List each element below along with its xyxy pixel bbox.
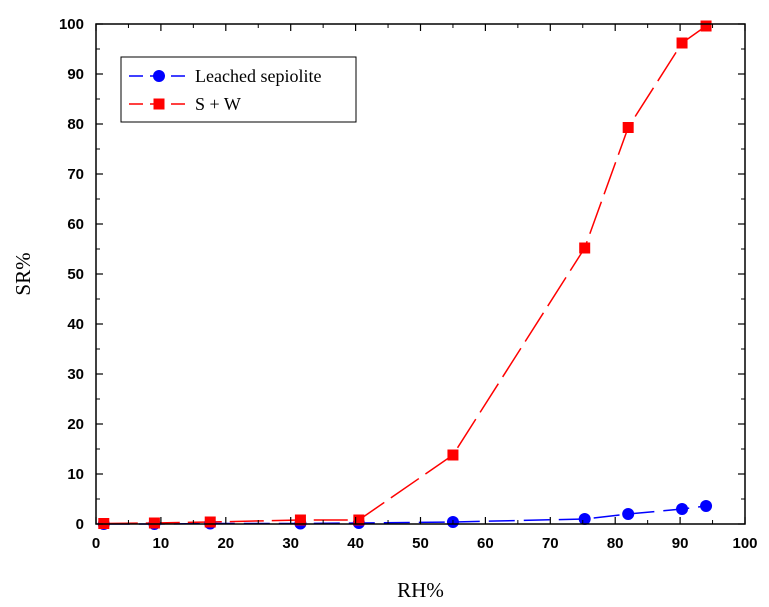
series-layer [97,20,713,530]
x-tick-label: 40 [347,535,364,552]
x-tick-label: 70 [542,535,559,552]
y-axis-title: SR% [11,252,35,295]
legend-marker [153,70,165,82]
axis-ticks: 0 10 20 30 40 50 60 70 80 90 100 0 10 20 30 40 50 60 70 80 9… [59,16,758,552]
y-tick-label: 40 [67,316,84,333]
x-tick-label: 80 [607,535,624,552]
y-tick-label: 80 [67,116,84,133]
series-2-point [579,242,591,254]
y-tick-label: 60 [67,216,84,233]
legend-label: S + W [195,94,241,114]
y-tick-label: 50 [67,266,84,283]
x-tick-label: 90 [672,535,689,552]
series-2-point [676,37,688,49]
legend: Leached sepiolite S + W [120,56,357,123]
y-tick-label: 70 [67,166,84,183]
series-2-point [294,514,306,526]
legend-marker [153,98,165,110]
series-2-point [204,516,216,528]
y-tick-label: 0 [76,516,84,533]
x-tick-label: 10 [153,535,170,552]
series-1-point [622,508,635,520]
series-2-point [700,20,712,32]
legend-label: Leached sepiolite [195,66,321,86]
y-tick-label: 90 [67,66,84,83]
series-2-point [148,517,160,529]
series-2-point [353,514,365,526]
x-tick-label: 20 [217,535,234,552]
x-tick-label: 0 [92,535,100,552]
x-tick-label: 30 [282,535,299,552]
x-axis-title: RH% [397,578,444,602]
series-1-point [700,500,713,512]
x-tick-label: 100 [732,535,757,552]
series-2-point [622,122,634,133]
series-line-2 [103,25,707,525]
y-tick-label: 20 [67,416,84,433]
x-tick-label: 60 [477,535,494,552]
y-tick-label: 100 [59,16,84,33]
series-1-point [676,503,689,515]
series-1-point [578,513,591,525]
y-tick-label: 10 [67,466,84,483]
series-2-point [447,449,459,461]
legend-box [120,56,357,123]
y-tick-label: 30 [67,366,84,383]
x-tick-label: 50 [412,535,429,552]
